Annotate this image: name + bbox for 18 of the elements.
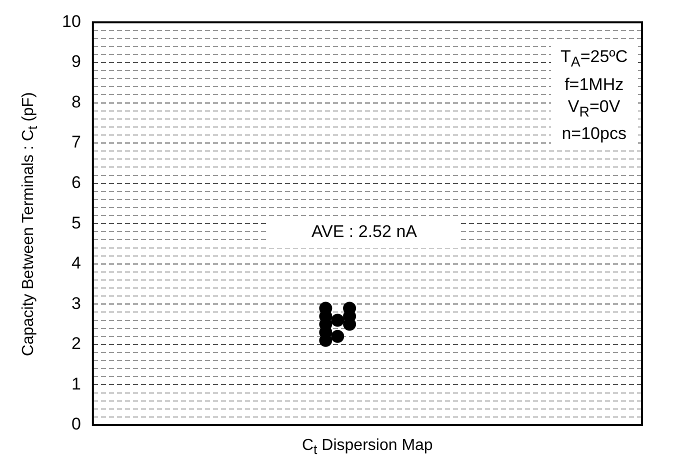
y-tick-label: 5 [71,213,81,232]
annotation: V$_{R}$=0V [566,96,622,122]
annotation: f=1MHz [564,74,625,96]
y-tick-label: 9 [71,52,81,72]
y-tick-label: 3 [71,294,81,313]
y-tick-label: 8 [71,92,81,112]
y-tick-label: 1 [71,374,81,394]
x-axis-title: C$_{t}$ Dispersion Map [302,437,433,458]
point [331,330,344,343]
annotation: T$_{A}$=25ºC [560,46,628,73]
y-tick-label: 6 [71,173,81,192]
y-tick-label: 4 [71,254,81,273]
y-tick-label: 0 [71,414,81,434]
y-tick-label: 2 [71,334,81,354]
annotation: n=10pcs [560,122,628,145]
y-tick-label: 7 [71,132,81,152]
y-tick-label: 10 [62,12,81,31]
point [331,314,344,327]
